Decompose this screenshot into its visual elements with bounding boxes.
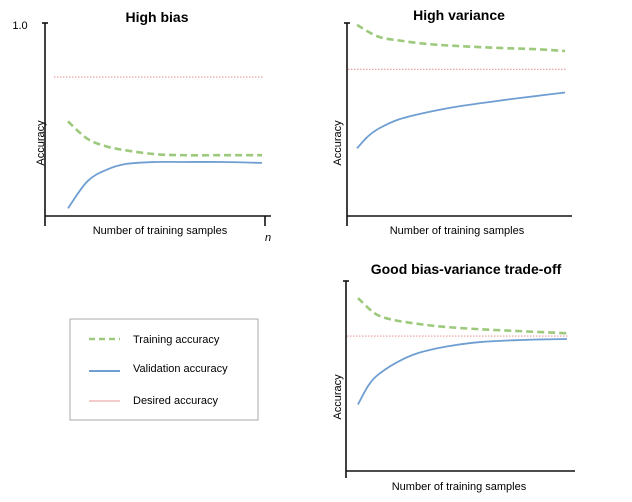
y-tick-label: 1.0 [12,20,27,32]
legend-box [69,318,259,421]
legend-validation-label: Validation accuracy [133,363,228,375]
chart-title: High bias [125,9,188,25]
x-axis-label: Number of training samples [392,481,527,493]
chart-title: Good bias-variance trade-off [371,261,562,277]
y-axis-label: Accuracy [332,374,344,420]
validation-accuracy-line [357,338,568,405]
series-group [347,297,568,405]
series-group [348,23,566,150]
legend-desired-label: Desired accuracy [133,395,218,407]
chart-high-variance: High variance Number of training samples… [332,7,572,237]
chart-high-bias: High bias 1.0 Number of training samples… [12,9,271,244]
legend: Training accuracy Validation accuracy De… [69,318,259,421]
training-accuracy-line [357,297,568,335]
x-axis-label: Number of training samples [390,225,525,237]
legend-training-label: Training accuracy [133,334,220,346]
y-axis-label: Accuracy [35,120,47,166]
validation-accuracy-line [67,160,263,209]
chart-title: High variance [413,7,505,23]
training-accuracy-line [356,23,566,53]
x-end-label: n [265,232,271,244]
series-group [54,76,263,209]
y-axis-label: Accuracy [332,120,344,166]
chart-good-tradeoff: Good bias-variance trade-off Number of t… [332,261,575,493]
training-accuracy-line [67,120,262,157]
validation-accuracy-line [356,91,566,150]
x-axis-label: Number of training samples [93,225,228,237]
